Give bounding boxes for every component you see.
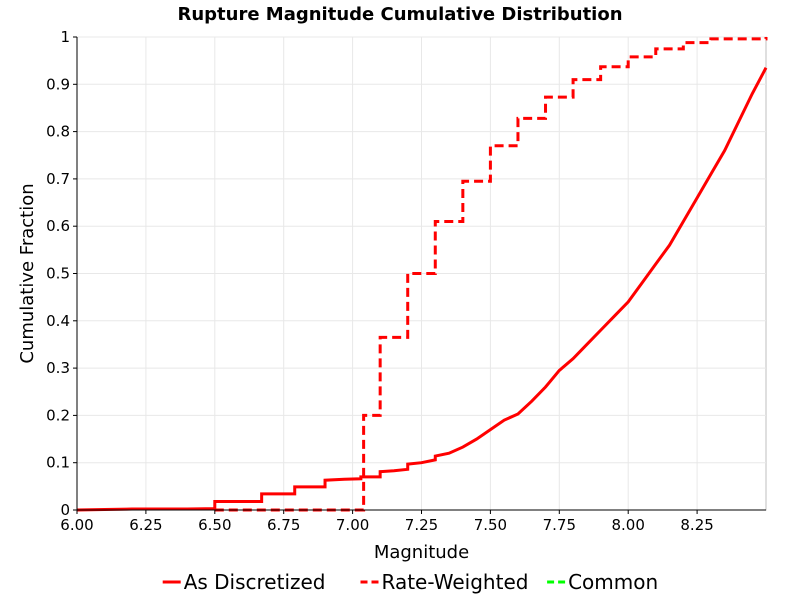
y-tick-label: 0.8 xyxy=(46,123,70,141)
x-tick-label: 8.00 xyxy=(611,516,644,534)
x-tick-label: 6.75 xyxy=(267,516,300,534)
x-tick-label: 7.75 xyxy=(543,516,576,534)
series-line-as-discretized xyxy=(76,67,768,512)
x-tick-label: 7.00 xyxy=(336,516,369,534)
x-tick-label: 6.25 xyxy=(129,516,162,534)
series-line-rate-weighted xyxy=(214,37,768,512)
x-axis-label: Magnitude xyxy=(374,542,469,563)
y-tick-label: 0.3 xyxy=(46,359,70,377)
x-tick-label: 7.25 xyxy=(405,516,438,534)
x-tick-label: 8.25 xyxy=(680,516,713,534)
legend-label: As Discretized xyxy=(184,570,326,594)
y-tick-label: 1 xyxy=(60,28,70,46)
y-tick-label: 0.7 xyxy=(46,170,70,188)
axes: 6.00 6.25 6.50 6.75 7.00 7.25 7.50 7.75 8.00 8.25… xyxy=(46,28,766,534)
legend-label: Rate-Weighted xyxy=(382,570,529,594)
y-tick-label: 0.9 xyxy=(46,75,70,93)
x-tick-label: 7.50 xyxy=(474,516,507,534)
y-tick-label: 0.6 xyxy=(46,217,70,235)
legend: As Discretized Rate-Weighted Common xyxy=(162,570,658,594)
legend-label: Common xyxy=(568,570,658,594)
y-axis-label: Cumulative Fraction xyxy=(17,183,38,363)
y-tick-label: 0.4 xyxy=(46,312,70,330)
series-layer xyxy=(76,37,768,512)
y-tick-label: 0.5 xyxy=(46,265,70,283)
chart-title: Rupture Magnitude Cumulative Distributio… xyxy=(177,4,622,25)
x-tick-label: 6.00 xyxy=(60,516,93,534)
x-tick-label: 6.50 xyxy=(198,516,231,534)
y-tick-label: 0 xyxy=(60,501,70,519)
y-tick-label: 0.1 xyxy=(46,454,70,472)
y-tick-label: 0.2 xyxy=(46,406,70,424)
